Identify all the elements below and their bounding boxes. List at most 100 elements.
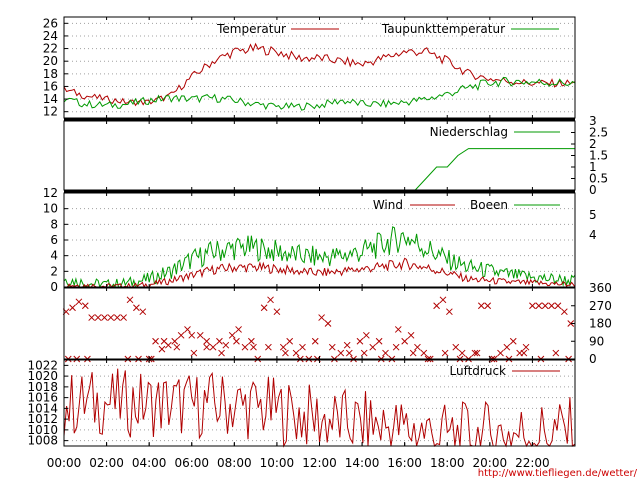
mark-stroke	[362, 331, 370, 339]
wind-direction-mark	[101, 314, 108, 321]
y-tick-label: 26	[43, 16, 58, 30]
mark-stroke	[567, 320, 575, 327]
mark-stroke	[409, 349, 417, 357]
y-tick-label: 12	[43, 186, 58, 200]
wind-direction-mark	[126, 296, 134, 304]
mark-stroke	[160, 337, 168, 345]
mark-stroke	[299, 343, 306, 351]
wind-direction-mark	[292, 349, 300, 357]
mark-stroke	[420, 349, 428, 357]
mark-stroke	[216, 337, 223, 345]
wind-direction-mark	[171, 337, 179, 345]
y-tick-label: 2	[50, 264, 58, 278]
mark-stroke	[139, 308, 147, 316]
wind-direction-mark	[324, 320, 332, 327]
mark-stroke	[458, 349, 466, 357]
wind-direction-mark	[113, 314, 121, 321]
wind-direction-mark	[567, 320, 575, 327]
x-tick-label: 04:00	[132, 456, 167, 470]
mark-stroke	[235, 326, 242, 333]
wind-direction-mark	[81, 302, 89, 310]
wind-direction-mark	[343, 341, 351, 349]
mark-stroke	[190, 349, 198, 357]
wind-direction-mark	[248, 337, 255, 345]
mark-stroke	[250, 343, 257, 351]
y-tick-label: 16	[43, 79, 58, 93]
wind-direction-mark	[554, 302, 562, 310]
mark-stroke	[343, 341, 351, 349]
y2-tick-label: 270	[589, 299, 612, 313]
wind-direction-mark	[260, 304, 268, 312]
y2-tick-label: 2	[589, 137, 597, 151]
wind-direction-mark	[88, 314, 96, 321]
y2-tick-label: 3	[589, 114, 597, 128]
mark-stroke	[248, 337, 255, 345]
wind-direction-mark	[160, 337, 168, 345]
y-tick-label: 22	[43, 42, 58, 56]
mark-stroke	[446, 308, 453, 316]
mark-stroke	[292, 349, 300, 357]
x-tick-label: 00:00	[47, 456, 82, 470]
wind-direction-mark	[203, 343, 211, 351]
mark-stroke	[113, 314, 121, 321]
y-tick-label: 4	[50, 249, 58, 263]
wind-direction-mark	[133, 304, 140, 312]
mark-stroke	[233, 337, 240, 345]
wind-direction-mark	[158, 345, 166, 353]
x-tick-label: 16:00	[387, 456, 422, 470]
mark-stroke	[484, 302, 492, 310]
mark-stroke	[360, 349, 368, 357]
mark-stroke	[433, 302, 440, 310]
mark-stroke	[520, 349, 528, 357]
y2-tick-label: 1.5	[589, 149, 608, 163]
x-tick-label: 22:00	[515, 456, 550, 470]
wind-direction-mark	[520, 349, 528, 357]
mark-stroke	[222, 341, 230, 349]
wind-direction-mark	[407, 331, 415, 339]
mark-stroke	[311, 337, 319, 345]
y2-tick-label: 360	[589, 281, 612, 295]
wind-direction-mark	[209, 343, 217, 351]
y-tick-label: 12	[43, 105, 58, 119]
wind-direction-mark	[69, 304, 76, 312]
wind-direction-mark	[139, 308, 147, 316]
wind-direction-mark	[107, 314, 115, 321]
mark-stroke	[535, 302, 543, 310]
credit-link[interactable]: http://www.tiefliegen.de/wetter/	[478, 468, 638, 479]
y2-tick-label: 5	[589, 208, 597, 222]
wind-direction-mark	[433, 302, 440, 310]
wind-direction-mark	[203, 337, 211, 345]
wind-direction-mark	[477, 302, 485, 310]
mark-stroke	[267, 296, 274, 304]
mark-stroke	[177, 331, 185, 339]
wind-direction-mark	[265, 343, 272, 351]
y-tick-label: 1010	[27, 423, 58, 437]
wind-direction-mark	[286, 337, 294, 345]
legend-taupunkt-label: Taupunkttemperatur	[381, 22, 505, 36]
y2-tick-label: 180	[589, 317, 612, 331]
y-tick-label: 1022	[27, 358, 58, 372]
y-tick-label: 14	[43, 92, 58, 106]
wind-direction-mark	[184, 326, 191, 333]
wind-direction-mark	[548, 302, 555, 310]
mark-stroke	[203, 343, 211, 351]
wind-direction-mark	[382, 349, 389, 357]
wind-direction-mark	[273, 308, 281, 316]
mark-stroke	[477, 302, 485, 310]
y-tick-label: 6	[50, 233, 58, 247]
wind-direction-mark	[394, 326, 402, 333]
wind-direction-mark	[369, 343, 377, 351]
mark-stroke	[529, 302, 536, 310]
mark-stroke	[407, 331, 415, 339]
wind-direction-mark	[535, 302, 543, 310]
mark-stroke	[552, 349, 560, 357]
wind-direction-mark	[497, 349, 504, 357]
mark-stroke	[401, 337, 409, 345]
mark-stroke	[107, 314, 115, 321]
wind-direction-mark	[452, 343, 460, 351]
wind-direction-mark	[401, 337, 409, 345]
mark-stroke	[188, 331, 196, 339]
y-tick-label: 8	[50, 217, 58, 231]
wind-direction-mark	[311, 337, 319, 345]
wind-direction-mark	[392, 343, 400, 351]
